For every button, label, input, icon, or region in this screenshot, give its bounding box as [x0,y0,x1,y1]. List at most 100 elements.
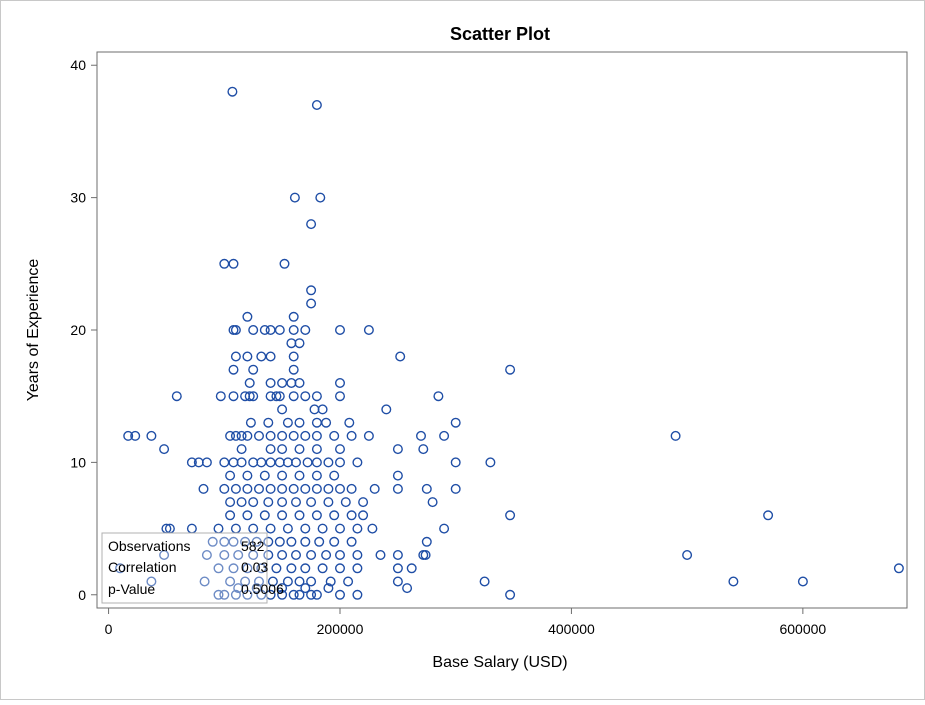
data-point [225,497,236,508]
x-tick-label: 200000 [317,621,364,637]
data-point [244,378,255,389]
data-point [240,536,251,547]
data-point [346,430,357,441]
data-point [340,497,351,508]
data-point [225,470,236,481]
chart-title: Scatter Plot [450,24,550,44]
data-point [439,523,450,534]
data-point [728,576,739,587]
data-point [505,510,516,521]
data-point [311,444,322,455]
data-point [259,470,270,481]
data-point [245,417,256,428]
data-point [265,523,276,534]
x-axis-label: Base Salary (USD) [432,654,567,671]
x-axis: 0 200000 400000 600000 [105,608,826,637]
data-point [352,550,363,561]
data-point [314,536,325,547]
data-point [335,523,346,534]
y-tick-label: 0 [78,587,86,603]
data-point [277,404,288,415]
data-point [271,563,282,574]
data-point [294,589,305,600]
y-axis: 0 10 20 30 40 [70,57,97,603]
data-point [242,311,253,322]
data-point [294,417,305,428]
data-point [416,430,427,441]
data-point [277,430,288,441]
data-point [274,325,285,336]
data-point [225,510,236,521]
data-point [248,497,259,508]
data-point [329,470,340,481]
data-point [253,576,264,587]
data-point [311,589,322,600]
data-point [346,536,357,547]
data-point [294,470,305,481]
data-point [329,536,340,547]
data-point [233,583,244,594]
y-tick-label: 20 [70,322,86,338]
data-point [288,311,299,322]
data-point [311,430,322,441]
data-point [315,192,326,203]
data-point [392,470,403,481]
data-point [392,550,403,561]
data-point [228,391,239,402]
data-point [253,430,264,441]
data-point [219,483,230,494]
data-point [259,325,270,336]
data-point [329,510,340,521]
data-point [291,497,302,508]
data-point [323,483,334,494]
data-point [352,589,363,600]
data-point [228,536,239,547]
data-point [439,430,450,441]
data-point [670,430,681,441]
data-point [215,391,226,402]
data-point [242,589,253,600]
data-point [420,550,431,561]
data-point [306,298,317,309]
data-point [311,391,322,402]
data-point [244,391,255,402]
data-point [306,497,317,508]
data-point [321,417,332,428]
data-point [265,444,276,455]
data-point [392,576,403,587]
data-point [115,563,126,574]
data-point [346,510,357,521]
data-point [279,258,290,269]
data-point [277,444,288,455]
data-point [294,510,305,521]
data-point [450,457,461,468]
data-point [274,391,285,402]
data-point [363,430,374,441]
data-point [265,589,276,600]
data-point [288,430,299,441]
data-point [265,351,276,362]
data-point [300,563,311,574]
data-point [236,430,247,441]
data-point [335,444,346,455]
data-point [288,351,299,362]
data-point [346,483,357,494]
data-point [248,391,259,402]
data-point [329,430,340,441]
y-tick-label: 30 [70,190,86,206]
data-point [263,536,274,547]
data-point [186,457,197,468]
data-point [251,583,262,594]
data-point [323,457,334,468]
data-point [256,563,267,574]
data-point [300,483,311,494]
data-point [323,497,334,508]
y-tick-label: 10 [70,454,86,470]
data-point [230,483,241,494]
data-point [505,589,516,600]
data-point [286,563,297,574]
data-point [402,583,413,594]
